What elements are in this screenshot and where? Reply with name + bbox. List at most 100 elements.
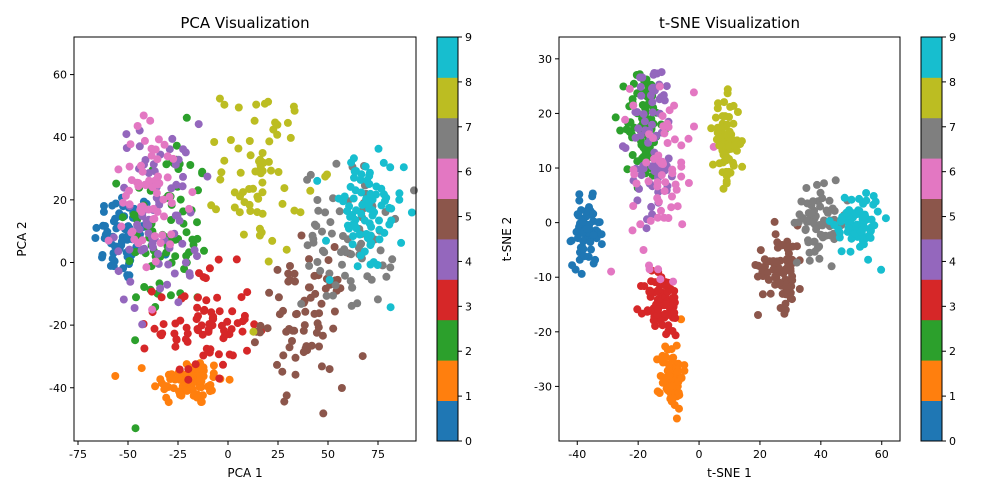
- point-digit-0: [108, 254, 117, 263]
- point-digit-7: [316, 266, 325, 275]
- point-digit-1: [677, 374, 686, 382]
- point-digit-4: [618, 142, 627, 151]
- colorbar-segment-1: [437, 360, 458, 401]
- x-tick-label: -50: [119, 448, 137, 461]
- point-digit-8: [207, 201, 216, 210]
- point-digit-0: [589, 230, 598, 239]
- point-digit-9: [366, 241, 375, 250]
- chart-title: PCA Visualization: [180, 14, 309, 32]
- point-digit-3: [199, 351, 208, 360]
- point-digit-6: [142, 263, 151, 272]
- point-digit-8: [729, 119, 738, 128]
- point-digit-8: [268, 236, 277, 245]
- point-digit-9: [373, 261, 382, 269]
- point-digit-5: [280, 397, 289, 406]
- point-digit-5: [282, 391, 291, 400]
- point-digit-3: [175, 365, 184, 374]
- point-digit-8: [264, 97, 273, 106]
- point-digit-1: [653, 387, 662, 396]
- point-digit-6: [628, 226, 637, 235]
- point-digit-6: [632, 179, 641, 188]
- point-digit-4: [639, 110, 648, 119]
- colorbar-frame: [436, 36, 459, 442]
- point-digit-5: [771, 230, 780, 239]
- colorbar-tick-label: 1: [949, 390, 956, 403]
- point-digit-7: [318, 227, 326, 236]
- point-digit-5: [301, 307, 310, 316]
- point-digit-3: [243, 346, 251, 355]
- point-digit-0: [92, 223, 101, 232]
- point-digit-3: [147, 287, 156, 296]
- point-digit-1: [111, 372, 120, 380]
- point-digit-9: [379, 158, 388, 167]
- point-digit-6: [645, 265, 654, 274]
- point-digit-4: [126, 277, 135, 286]
- point-digit-1: [656, 372, 665, 380]
- point-digit-0: [567, 236, 576, 245]
- point-digit-6: [639, 246, 648, 254]
- colorbar-tick-label: 1: [465, 390, 472, 403]
- point-digit-0: [587, 245, 595, 254]
- point-digit-8: [280, 184, 289, 193]
- point-digit-5: [761, 256, 770, 265]
- point-digit-7: [794, 218, 803, 227]
- point-digit-7: [804, 236, 812, 245]
- y-tick-label: 10: [538, 162, 552, 175]
- point-digit-3: [250, 320, 259, 329]
- colorbar-tick-label: 7: [949, 121, 956, 134]
- point-digit-1: [658, 378, 667, 387]
- point-digit-3: [200, 305, 209, 314]
- point-digit-4: [648, 84, 656, 93]
- point-digit-5: [329, 324, 338, 333]
- point-digit-0: [597, 230, 606, 239]
- point-digit-8: [254, 194, 263, 203]
- point-digit-8: [265, 137, 274, 146]
- point-digit-6: [133, 122, 142, 130]
- point-digit-1: [667, 381, 676, 390]
- point-digit-3: [645, 287, 654, 296]
- point-digit-5: [754, 311, 762, 319]
- point-digit-6: [138, 167, 147, 176]
- x-tick-label: 0: [696, 448, 703, 461]
- colorbar-tick-label: 9: [465, 31, 472, 44]
- colorbar-segment-4: [921, 239, 942, 280]
- point-digit-8: [713, 135, 722, 144]
- point-digit-7: [297, 299, 306, 308]
- point-digit-9: [845, 206, 854, 215]
- point-digit-1: [156, 375, 165, 384]
- point-digit-5: [310, 309, 319, 318]
- point-digit-1: [183, 386, 191, 395]
- point-digit-6: [660, 187, 669, 196]
- point-digit-5: [330, 307, 339, 316]
- point-digit-8: [732, 146, 741, 155]
- point-digit-4: [642, 224, 651, 233]
- x-tick-label: 75: [371, 448, 385, 461]
- point-digit-4: [647, 202, 656, 211]
- point-digit-1: [675, 404, 683, 413]
- point-digit-4: [178, 182, 187, 191]
- point-digit-4: [122, 130, 131, 139]
- point-digit-9: [350, 221, 359, 230]
- x-tick-label: 40: [814, 448, 828, 461]
- point-digit-4: [137, 246, 146, 255]
- point-digit-6: [133, 178, 142, 187]
- point-digit-3: [219, 360, 227, 369]
- point-digit-6: [654, 265, 663, 274]
- point-digit-9: [855, 207, 864, 215]
- point-digit-3: [240, 315, 249, 324]
- point-digit-6: [151, 257, 160, 266]
- point-digit-6: [629, 202, 638, 210]
- point-digit-8: [267, 166, 275, 175]
- colorbar-tick-label: 4: [949, 255, 956, 268]
- point-digit-2: [619, 82, 628, 91]
- point-digit-4: [648, 108, 657, 117]
- point-digit-0: [578, 217, 587, 226]
- point-digit-3: [170, 329, 179, 338]
- point-digit-3: [194, 293, 202, 302]
- point-digit-5: [314, 323, 323, 332]
- point-digit-9: [837, 247, 846, 256]
- point-digit-7: [357, 239, 366, 248]
- point-digit-7: [313, 258, 322, 266]
- colorbar-tick-label: 5: [465, 211, 472, 224]
- point-digit-7: [305, 261, 314, 270]
